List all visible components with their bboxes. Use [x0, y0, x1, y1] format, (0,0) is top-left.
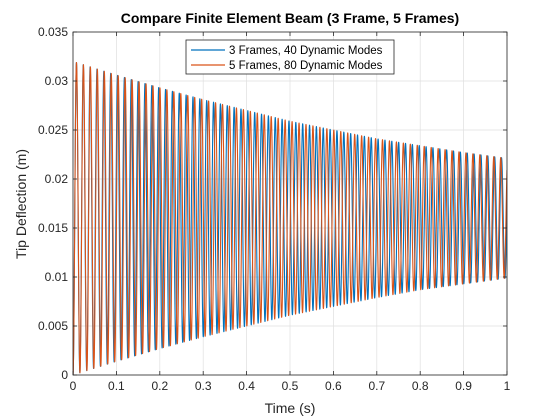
legend-label-5-frames: 5 Frames, 80 Dynamic Modes	[229, 60, 383, 72]
y-tick-label: 0.035	[38, 25, 68, 39]
legend: 3 Frames, 40 Dynamic Modes 5 Frames, 80 …	[186, 40, 394, 74]
y-tick-label: 0.005	[38, 319, 68, 333]
y-tick-label: 0.03	[45, 74, 69, 88]
x-tick-label: 0.4	[238, 379, 255, 393]
y-tick-label: 0.02	[45, 172, 69, 186]
x-tick-label: 0.3	[195, 379, 212, 393]
x-tick-labels: 0 0.1 0.2 0.3 0.4 0.5 0.6 0.7 0.8 0.9 1	[70, 379, 511, 393]
x-tick-label: 0.5	[282, 379, 299, 393]
y-tick-label: 0.025	[38, 123, 68, 137]
x-tick-label: 1	[504, 379, 511, 393]
x-tick-label: 0.7	[368, 379, 385, 393]
y-tick-label: 0.015	[38, 221, 68, 235]
x-tick-label: 0.6	[325, 379, 342, 393]
y-tick-label: 0	[61, 368, 68, 382]
y-tick-labels: 0 0.005 0.01 0.015 0.02 0.025 0.03 0.035	[38, 25, 68, 382]
x-tick-label: 0.2	[151, 379, 168, 393]
x-axis-label: Time (s)	[265, 400, 316, 416]
y-axis-label: Tip Deflection (m)	[13, 149, 29, 259]
x-tick-label: 0.1	[108, 379, 125, 393]
legend-label-3-frames: 3 Frames, 40 Dynamic Modes	[229, 45, 383, 57]
x-tick-label: 0	[70, 379, 77, 393]
x-tick-label: 0.9	[455, 379, 472, 393]
x-tick-label: 0.8	[412, 379, 429, 393]
chart-title: Compare Finite Element Beam (3 Frame, 5 …	[121, 10, 459, 26]
y-tick-label: 0.01	[45, 270, 69, 284]
